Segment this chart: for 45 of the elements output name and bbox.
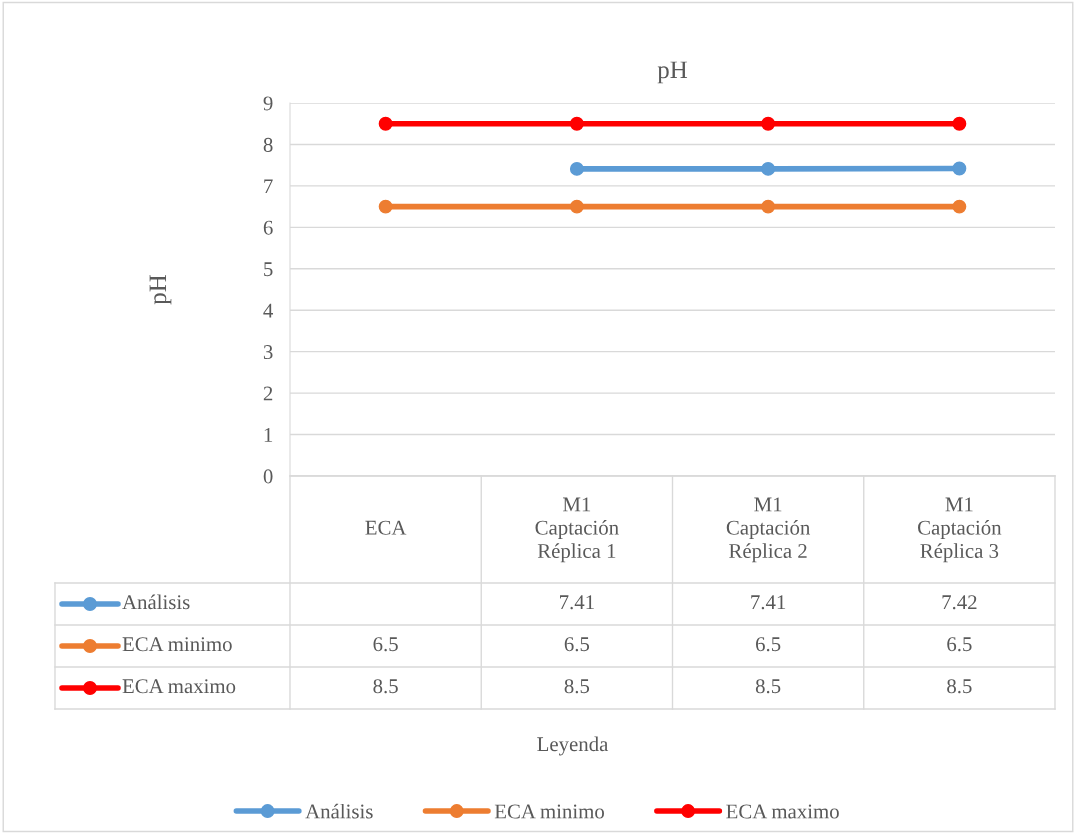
point — [378, 116, 393, 131]
y-tick-label: 4 — [263, 303, 274, 318]
text: Leyenda — [537, 736, 609, 756]
data-label: 7.42 — [942, 595, 977, 610]
data-label: 6.5 — [947, 637, 972, 652]
point — [952, 116, 967, 131]
point — [569, 199, 584, 214]
y-tick-label: 1 — [264, 428, 273, 442]
data-label: 6.5 — [373, 637, 398, 652]
data-label: 7.41 — [751, 595, 786, 610]
legend-label: ECA minimo — [122, 637, 232, 652]
point — [952, 161, 967, 176]
point — [761, 116, 776, 131]
y-tick-label: 6 — [263, 220, 273, 235]
text: Análisis — [305, 803, 373, 819]
x-tick-label: ECA — [365, 520, 407, 535]
y-tick-label: 9 — [263, 96, 273, 111]
y-tick-label: 5 — [264, 262, 273, 277]
text: ECA minimo — [494, 804, 604, 819]
y-tick-label: 2 — [263, 386, 273, 401]
data-label: 8.5 — [564, 679, 590, 694]
legend-label: ECA maximo — [122, 679, 236, 694]
point — [569, 161, 584, 176]
y-tick-label: 8 — [263, 137, 273, 152]
data-label: 8.5 — [947, 679, 972, 694]
text: ECA maximo — [726, 804, 839, 819]
data-label: 6.5 — [756, 637, 781, 652]
data-label: 8.5 — [373, 679, 398, 694]
y-tick-label: 3 — [263, 345, 273, 360]
data-label: 6.5 — [564, 637, 590, 652]
y-tick-label: 7 — [264, 179, 273, 194]
y-tick-label: 0 — [263, 469, 273, 484]
point — [378, 199, 393, 214]
point — [952, 199, 967, 214]
point — [761, 199, 776, 214]
data-label: 7.41 — [560, 595, 594, 610]
point — [761, 161, 776, 176]
data-label: 8.5 — [755, 679, 781, 694]
y-axis-title: pH — [149, 274, 172, 305]
x-tick-label: M1 Captación Réplica 1 — [535, 497, 619, 563]
point — [569, 116, 584, 131]
legend-label: Análisis — [122, 594, 190, 610]
chart-title: pH — [657, 61, 688, 84]
x-tick-label: M1 Captación Réplica 2 — [726, 497, 811, 563]
x-tick-label: M1 Captación Réplica 3 — [918, 497, 1002, 563]
